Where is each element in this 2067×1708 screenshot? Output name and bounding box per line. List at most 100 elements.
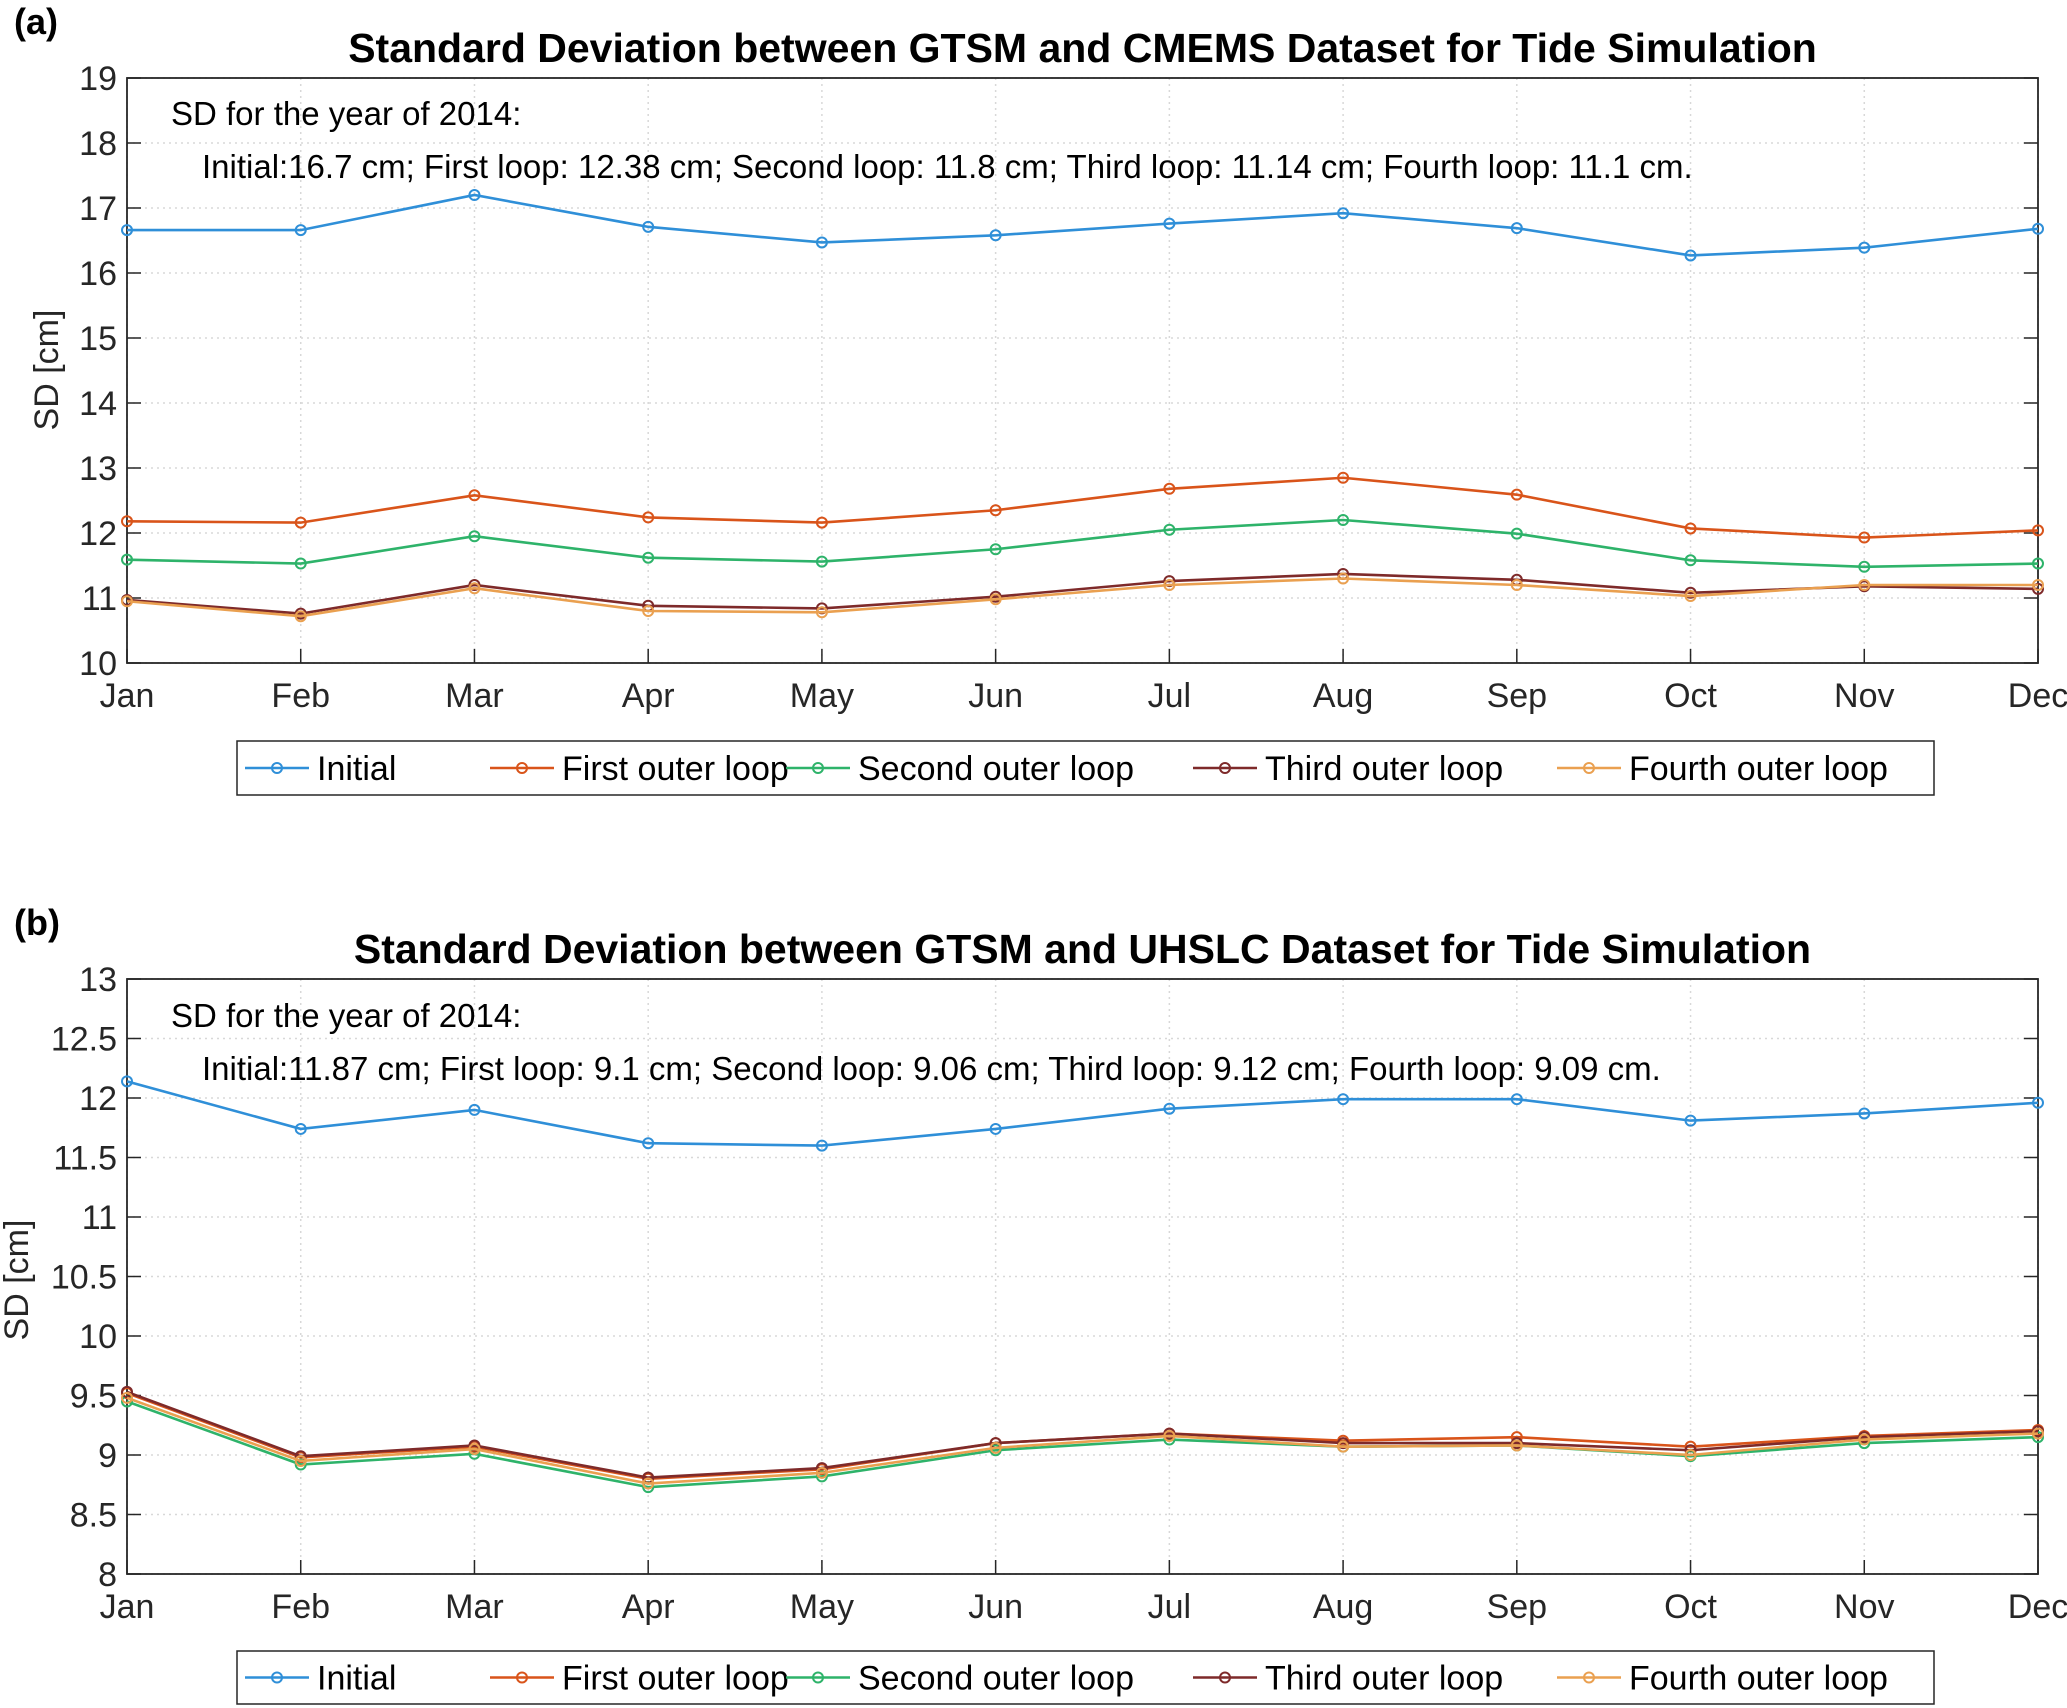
legend-swatch-marker <box>1219 1671 1231 1684</box>
series-fourth-outer-loop <box>121 1391 2044 1490</box>
data-point <box>815 516 828 529</box>
data-point <box>468 530 481 543</box>
legend-label: Second outer loop <box>858 750 1134 788</box>
y-tick-label: 12 <box>79 515 117 553</box>
series-line <box>127 193 2039 257</box>
legend-item: Third outer loop <box>1193 750 1503 788</box>
data-point <box>989 504 1002 517</box>
legend: Initial First outer loop Second outer loop… <box>236 740 1935 796</box>
data-point <box>2032 557 2044 570</box>
data-point <box>1163 1102 1176 1115</box>
x-tick-label: Sep <box>1487 1588 1548 1626</box>
legend-swatch-marker <box>812 762 824 774</box>
x-tick-label: Dec <box>2008 677 2067 715</box>
data-point <box>294 1458 307 1471</box>
data-point <box>815 606 828 619</box>
data-point <box>1858 579 1871 591</box>
x-tick-label: Aug <box>1313 677 1374 715</box>
annotation-heading: SD for the year of 2014: <box>171 997 521 1034</box>
legend-swatch-marker <box>1219 762 1231 774</box>
data-point <box>2032 1427 2044 1440</box>
y-tick-label: 8 <box>98 1556 117 1594</box>
x-tick-label: Nov <box>1834 1588 1894 1626</box>
data-point <box>121 1385 133 1398</box>
data-point <box>642 551 655 564</box>
data-point <box>815 236 828 249</box>
legend-item: Second outer loop <box>786 750 1134 788</box>
data-point <box>642 220 655 233</box>
legend-item: Second outer loop <box>786 1660 1134 1698</box>
x-tick-label: Jul <box>1148 677 1191 715</box>
x-tick-label: Sep <box>1487 677 1548 715</box>
legend-item: Initial <box>245 1660 396 1698</box>
legend-swatch-marker <box>1583 762 1595 774</box>
y-tick-label: 10.5 <box>51 1259 117 1297</box>
y-axis-label: SD [cm] <box>0 1220 36 1341</box>
legend: Initial First outer loop Second outer loop… <box>236 1650 1935 1705</box>
chart-title: Standard Deviation between GTSM and CMEM… <box>348 25 1817 71</box>
x-tick-label: Jun <box>968 677 1023 715</box>
data-point <box>1858 1433 1871 1446</box>
legend-swatch-marker <box>1583 1671 1595 1684</box>
panel-a: (a) Standard Deviation between GTSM and C… <box>14 1 2067 796</box>
series-line <box>126 577 2038 618</box>
data-point <box>642 1477 655 1490</box>
legend-label: Fourth outer loop <box>1629 1660 1888 1698</box>
annotation-heading: SD for the year of 2014: <box>171 95 521 132</box>
data-point <box>468 1443 481 1456</box>
series-third-outer-loop <box>121 1385 2044 1484</box>
y-tick-label: 12.5 <box>51 1021 117 1059</box>
y-tick-label: 13 <box>79 961 117 999</box>
legend-label: Initial <box>317 750 396 788</box>
legend-label: First outer loop <box>562 1660 789 1698</box>
y-tick-label: 8.5 <box>70 1497 117 1535</box>
x-tick-label: Oct <box>1664 1588 1717 1626</box>
data-point <box>2032 1096 2044 1109</box>
x-tick-label: Oct <box>1664 677 1717 715</box>
x-tick-label: Feb <box>271 677 330 715</box>
data-point <box>1684 249 1697 262</box>
y-tick-label: 9 <box>98 1437 117 1475</box>
data-point <box>1163 1429 1176 1442</box>
x-tick-label: Mar <box>445 1588 504 1626</box>
data-point <box>815 1139 828 1152</box>
data-point <box>1337 207 1350 220</box>
data-point <box>294 224 307 237</box>
legend-item: Initial <box>245 750 396 788</box>
x-tick-label: May <box>790 677 854 715</box>
y-tick-label: 10 <box>79 645 117 683</box>
data-point <box>989 1441 1002 1454</box>
panel-label: (b) <box>14 902 60 943</box>
data-point <box>294 516 307 529</box>
data-point <box>1337 1440 1350 1453</box>
data-point <box>815 555 828 568</box>
data-point <box>1163 217 1176 230</box>
x-tick-label: Aug <box>1313 1588 1374 1626</box>
x-tick-label: Jan <box>100 1588 155 1626</box>
data-point <box>1337 514 1350 526</box>
chart-title: Standard Deviation between GTSM and UHSL… <box>354 926 1811 972</box>
data-point <box>1684 1114 1697 1127</box>
data-point <box>294 557 307 570</box>
data-point <box>1858 1107 1871 1120</box>
data-point <box>989 543 1002 556</box>
plot-frame <box>126 77 2039 664</box>
legend-swatch-marker <box>812 1671 824 1684</box>
plot-frame <box>126 978 2039 1575</box>
legend-swatch-marker <box>271 762 283 774</box>
data-point <box>1337 471 1350 484</box>
data-point <box>1684 522 1697 535</box>
legend-item: First outer loop <box>490 1660 789 1698</box>
series-first-outer-loop <box>121 1387 2044 1485</box>
data-point <box>1510 222 1523 235</box>
data-point <box>468 189 481 201</box>
series-second-outer-loop <box>121 514 2044 573</box>
series-initial <box>121 189 2044 262</box>
annotation-values: Initial:11.87 cm; First loop: 9.1 cm; Se… <box>202 1050 1661 1087</box>
data-point <box>1163 482 1176 495</box>
legend-label: Third outer loop <box>1265 1660 1503 1698</box>
x-tick-label: Apr <box>622 1588 675 1626</box>
data-point <box>1684 1449 1697 1461</box>
x-tick-label: Mar <box>445 677 504 715</box>
